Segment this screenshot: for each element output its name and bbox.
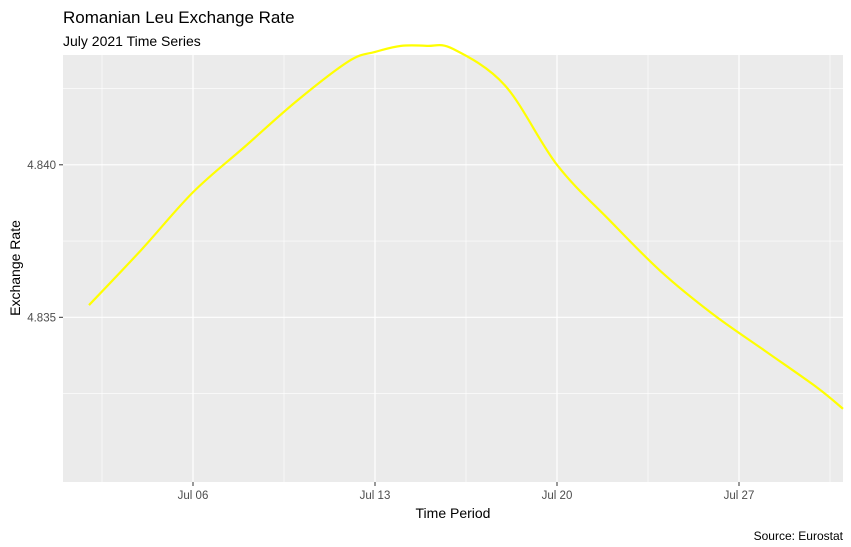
x-tick-label: Jul 13 — [360, 490, 391, 502]
exchange-rate-line — [88, 43, 844, 410]
x-tick-label: Jul 06 — [178, 490, 209, 502]
plot-panel — [63, 55, 843, 482]
y-axis: 4.835 4.840 — [27, 160, 63, 324]
x-axis-title: Time Period — [416, 505, 491, 521]
y-axis-title: Exchange Rate — [7, 220, 23, 316]
y-tick-label: 4.835 — [27, 312, 56, 324]
x-tick-label: Jul 27 — [724, 490, 755, 502]
y-tick-label: 4.840 — [27, 160, 56, 172]
source-caption: Source: Eurostat — [754, 529, 844, 543]
major-gridlines — [63, 55, 843, 482]
x-axis: Jul 06 Jul 13 Jul 20 Jul 27 — [178, 482, 755, 502]
x-tick-label: Jul 20 — [542, 490, 573, 502]
chart-title: Romanian Leu Exchange Rate — [63, 8, 295, 27]
chart-subtitle: July 2021 Time Series — [63, 33, 201, 49]
